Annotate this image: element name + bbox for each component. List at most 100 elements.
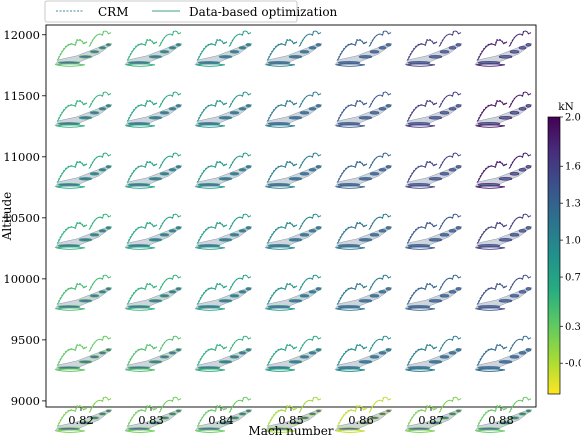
airfoil-section bbox=[308, 107, 317, 111]
root-airfoil bbox=[265, 307, 296, 311]
wing-panel bbox=[264, 30, 323, 67]
airfoil-section bbox=[455, 348, 462, 352]
optimized-cp-curve bbox=[407, 39, 438, 60]
root-airfoil bbox=[55, 246, 86, 250]
airfoil-section bbox=[245, 348, 252, 352]
airfoil-section bbox=[308, 351, 317, 355]
y-tick-label: 9500 bbox=[11, 333, 40, 347]
optimized-cp-curve bbox=[439, 152, 462, 168]
airfoil-section bbox=[358, 177, 373, 181]
airfoil-section bbox=[455, 287, 462, 291]
optimized-cp-curve bbox=[127, 222, 158, 244]
airfoil-section bbox=[175, 287, 182, 291]
root-airfoil bbox=[195, 185, 226, 189]
airfoil-section bbox=[439, 233, 450, 237]
airfoil-section bbox=[315, 165, 322, 169]
airfoil-section bbox=[378, 229, 387, 233]
airfoil-section bbox=[148, 177, 163, 181]
airfoil-section bbox=[168, 412, 177, 416]
optimized-cp-curve bbox=[407, 405, 438, 427]
airfoil-section bbox=[518, 290, 527, 294]
wing-panel bbox=[474, 335, 533, 372]
colorbar: kN 2.0 1.6 1.3 1.0 0.7 0.3 -0.0 bbox=[547, 101, 581, 395]
optimized-cp-curve bbox=[197, 283, 228, 305]
optimized-cp-curve bbox=[369, 30, 392, 46]
root-airfoil bbox=[125, 429, 156, 433]
root-airfoil bbox=[335, 63, 366, 67]
root-airfoil bbox=[195, 307, 226, 311]
optimized-cp-curve bbox=[337, 100, 368, 121]
wing-panel bbox=[264, 274, 323, 311]
airfoil-section bbox=[98, 351, 107, 355]
airfoil-section bbox=[229, 416, 240, 420]
optimized-cp-curve bbox=[229, 152, 252, 168]
airfoil-section bbox=[315, 409, 322, 413]
wing-panel bbox=[334, 396, 393, 433]
airfoil-section bbox=[299, 416, 310, 420]
root-airfoil bbox=[125, 63, 156, 67]
root-airfoil bbox=[475, 185, 506, 189]
root-airfoil bbox=[125, 307, 156, 311]
airfoil-section bbox=[509, 111, 520, 115]
optimized-cp-curve bbox=[477, 222, 508, 244]
airfoil-section bbox=[238, 229, 247, 233]
airfoil-section bbox=[428, 421, 443, 425]
airfoil-section bbox=[159, 233, 170, 237]
optimized-cp-curve bbox=[477, 283, 508, 305]
airfoil-section bbox=[509, 416, 520, 420]
airfoil-section bbox=[299, 172, 310, 176]
airfoil-section bbox=[525, 348, 532, 352]
optimized-cp-curve bbox=[197, 39, 228, 60]
y-tick-label: 10000 bbox=[3, 272, 40, 286]
airfoil-section bbox=[428, 299, 443, 303]
colorbar-tick-label: 1.3 bbox=[565, 199, 581, 210]
airfoil-section bbox=[448, 351, 457, 355]
wing-panel bbox=[264, 91, 323, 128]
optimized-cp-curve bbox=[159, 274, 182, 291]
airfoil-section bbox=[498, 238, 513, 242]
wing-panel bbox=[54, 152, 113, 189]
plot-frame bbox=[45, 24, 537, 408]
root-airfoil bbox=[335, 246, 366, 250]
airfoil-section bbox=[78, 55, 93, 59]
airfoil-section bbox=[315, 287, 322, 291]
airfoil-section bbox=[148, 299, 163, 303]
airfoil-section bbox=[159, 50, 170, 54]
airfoil-section bbox=[498, 116, 513, 120]
airfoil-section bbox=[448, 229, 457, 233]
airfoil-section bbox=[369, 355, 380, 359]
wing-panel bbox=[404, 152, 463, 189]
root-airfoil bbox=[265, 63, 296, 67]
airfoil-section bbox=[105, 287, 112, 291]
optimized-cp-curve bbox=[439, 396, 462, 413]
wing-panel bbox=[334, 335, 393, 372]
airfoil-section bbox=[175, 226, 182, 230]
airfoil-section bbox=[98, 168, 107, 172]
colorbar-tick-label: 0.7 bbox=[565, 273, 581, 284]
x-tick-label: 0.83 bbox=[138, 413, 164, 427]
wing-panel bbox=[124, 30, 183, 67]
root-airfoil bbox=[405, 185, 436, 189]
airfoil-section bbox=[288, 116, 303, 120]
airfoil-section bbox=[509, 50, 520, 54]
root-airfoil bbox=[55, 63, 86, 67]
airfoil-section bbox=[98, 46, 107, 50]
airfoil-section bbox=[105, 104, 112, 108]
airfoil-section bbox=[299, 294, 310, 298]
x-axis-label: Mach number bbox=[248, 424, 333, 438]
optimized-cp-curve bbox=[337, 405, 368, 427]
wing-panel bbox=[54, 213, 113, 250]
wing-panel bbox=[54, 91, 113, 128]
airfoil-section bbox=[89, 233, 100, 237]
airfoil-section bbox=[89, 355, 100, 359]
root-airfoil bbox=[335, 185, 366, 189]
wing-panel bbox=[124, 91, 183, 128]
optimized-cp-curve bbox=[57, 100, 88, 121]
airfoil-section bbox=[509, 355, 520, 359]
airfoil-section bbox=[369, 111, 380, 115]
optimized-cp-curve bbox=[57, 222, 88, 244]
y-axis-label: Altitude bbox=[0, 192, 14, 242]
x-tick-label: 0.85 bbox=[278, 413, 304, 427]
root-airfoil bbox=[55, 124, 86, 128]
